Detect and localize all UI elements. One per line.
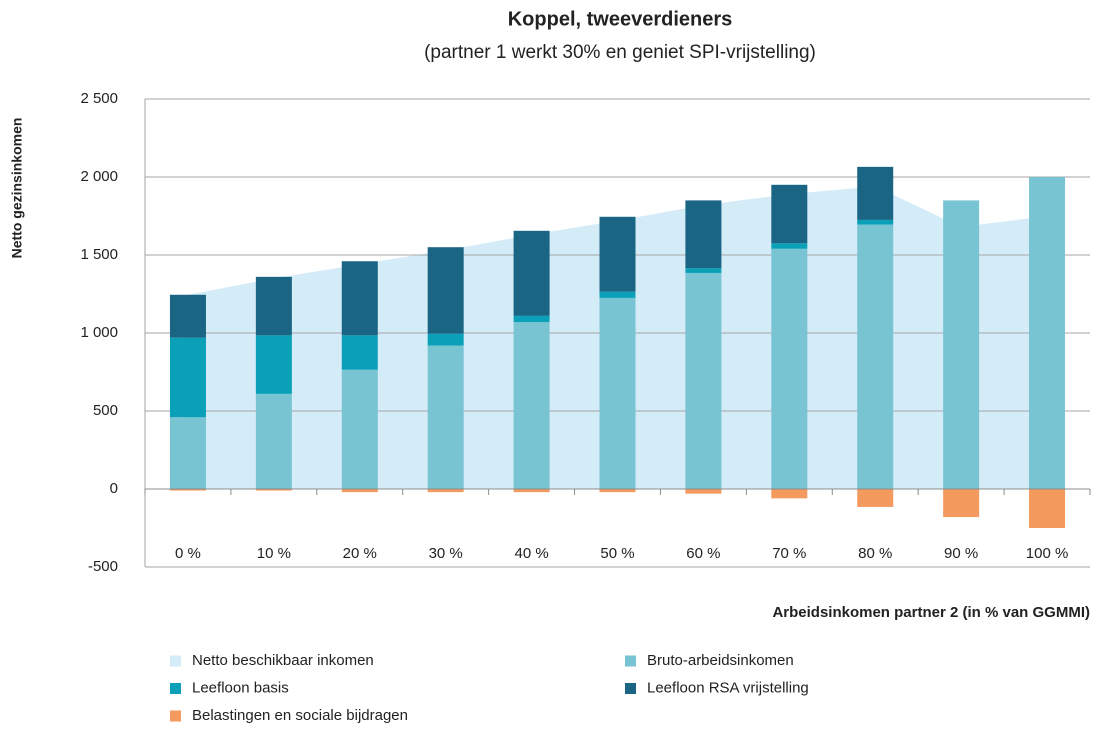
bar	[685, 268, 722, 273]
bar	[857, 489, 894, 507]
bar	[771, 184, 808, 244]
bar	[169, 337, 206, 418]
x-tick-label: 90 %	[944, 545, 978, 562]
legend-label: Leefloon RSA vrijstelling	[647, 679, 809, 696]
y-tick-label: -500	[88, 558, 118, 575]
bar	[255, 393, 292, 489]
x-tick-label: 10 %	[257, 545, 291, 562]
bar	[599, 489, 636, 493]
bar	[169, 489, 206, 491]
bar	[341, 489, 378, 493]
bar	[169, 417, 206, 489]
bar	[427, 333, 464, 346]
legend-swatch	[170, 683, 181, 694]
y-tick-label: 2 000	[80, 168, 118, 185]
x-tick-label: 60 %	[686, 545, 720, 562]
bar	[857, 219, 894, 225]
bar	[255, 489, 292, 491]
bar	[599, 297, 636, 489]
bar	[943, 200, 980, 489]
x-tick-label: 20 %	[343, 545, 377, 562]
y-tick-label: 1 000	[80, 324, 118, 341]
legend-label: Netto beschikbaar inkomen	[192, 652, 374, 669]
bar	[685, 200, 722, 269]
legend-label: Leefloon basis	[192, 679, 289, 696]
x-tick-label: 40 %	[514, 545, 548, 562]
legend-label: Bruto-arbeidsinkomen	[647, 652, 794, 669]
y-tick-label: 0	[110, 480, 118, 497]
legend-swatch	[170, 710, 181, 722]
bar	[1029, 177, 1066, 489]
bar	[599, 216, 636, 292]
bar	[685, 489, 722, 494]
bar	[255, 335, 292, 394]
bar	[857, 166, 894, 220]
bar	[341, 369, 378, 489]
bar	[169, 294, 206, 338]
chart-title: Koppel, tweeverdieners	[508, 8, 733, 30]
chart-subtitle: (partner 1 werkt 30% en geniet SPI-vrijs…	[424, 42, 816, 63]
bar	[771, 248, 808, 489]
y-tick-label: 1 500	[80, 246, 118, 263]
bar	[513, 315, 550, 323]
x-tick-label: 80 %	[858, 545, 892, 562]
bar	[599, 291, 636, 298]
bar	[771, 489, 808, 499]
legend-swatch	[625, 655, 636, 667]
x-tick-label: 70 %	[772, 545, 806, 562]
x-tick-label: 100 %	[1026, 545, 1069, 562]
bar	[771, 243, 808, 249]
bar	[513, 489, 550, 493]
x-tick-label: 30 %	[429, 545, 463, 562]
legend-swatch	[170, 655, 181, 667]
bar	[685, 272, 722, 489]
y-tick-label: 2 500	[80, 90, 118, 107]
x-axis-label: Arbeidsinkomen partner 2 (in % van GGMMI…	[772, 604, 1090, 621]
bar	[427, 489, 464, 493]
x-tick-label: 0 %	[175, 545, 201, 562]
bar	[1029, 489, 1066, 528]
bar	[857, 224, 894, 489]
y-axis-label: Netto gezinsinkomen	[9, 118, 25, 259]
bar	[341, 261, 378, 336]
bar	[341, 335, 378, 370]
x-tick-label: 50 %	[600, 545, 634, 562]
y-tick-label: 500	[93, 402, 118, 419]
bar	[255, 276, 292, 336]
bar	[427, 345, 464, 489]
legend-swatch	[625, 683, 636, 694]
legend-label: Belastingen en sociale bijdragen	[192, 707, 408, 724]
bar	[513, 322, 550, 489]
bar	[427, 247, 464, 334]
bar	[943, 489, 980, 518]
bar	[513, 230, 550, 316]
